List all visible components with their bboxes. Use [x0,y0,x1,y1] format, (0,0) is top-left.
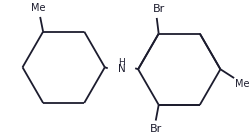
Text: Br: Br [153,4,165,14]
Text: Me: Me [235,79,249,89]
Text: Me: Me [31,3,46,13]
Text: N: N [118,64,125,74]
Text: H: H [118,58,125,67]
Text: Br: Br [150,124,162,134]
